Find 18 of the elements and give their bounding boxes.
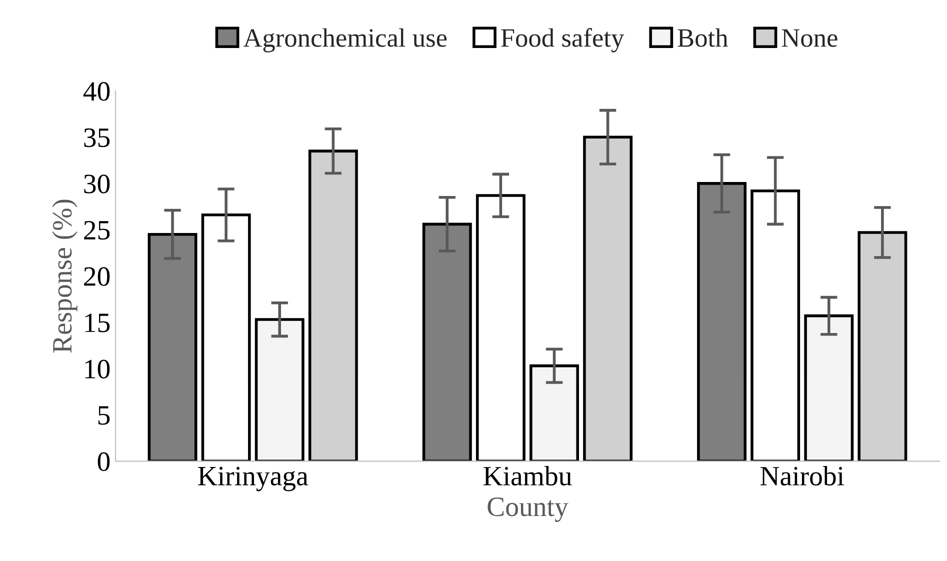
- x-axis-title: County: [488, 498, 568, 522]
- y-tick-label: 40: [83, 82, 110, 101]
- y-tick-label: 20: [84, 267, 110, 286]
- y-tick-label: 25: [84, 220, 110, 240]
- y-tick-label: 10: [85, 360, 110, 378]
- legend-label: Food safety: [501, 28, 624, 52]
- legend-label: None: [782, 29, 838, 47]
- y-tick-label: 30: [84, 174, 110, 194]
- x-tick-label: Nairobi: [760, 466, 844, 486]
- legend-label: Both: [678, 28, 728, 47]
- y-tick-label: 35: [84, 128, 110, 148]
- legend-label: Agronchemical use: [243, 28, 447, 52]
- y-tick-label: 5: [98, 406, 110, 425]
- y-tick-label: 0: [98, 452, 110, 472]
- x-tick-label: Kirinyaga: [198, 466, 308, 492]
- y-tick-label: 15: [85, 314, 110, 332]
- x-tick-label: Kiambu: [484, 466, 572, 486]
- y-axis-title: Response (%): [52, 200, 78, 353]
